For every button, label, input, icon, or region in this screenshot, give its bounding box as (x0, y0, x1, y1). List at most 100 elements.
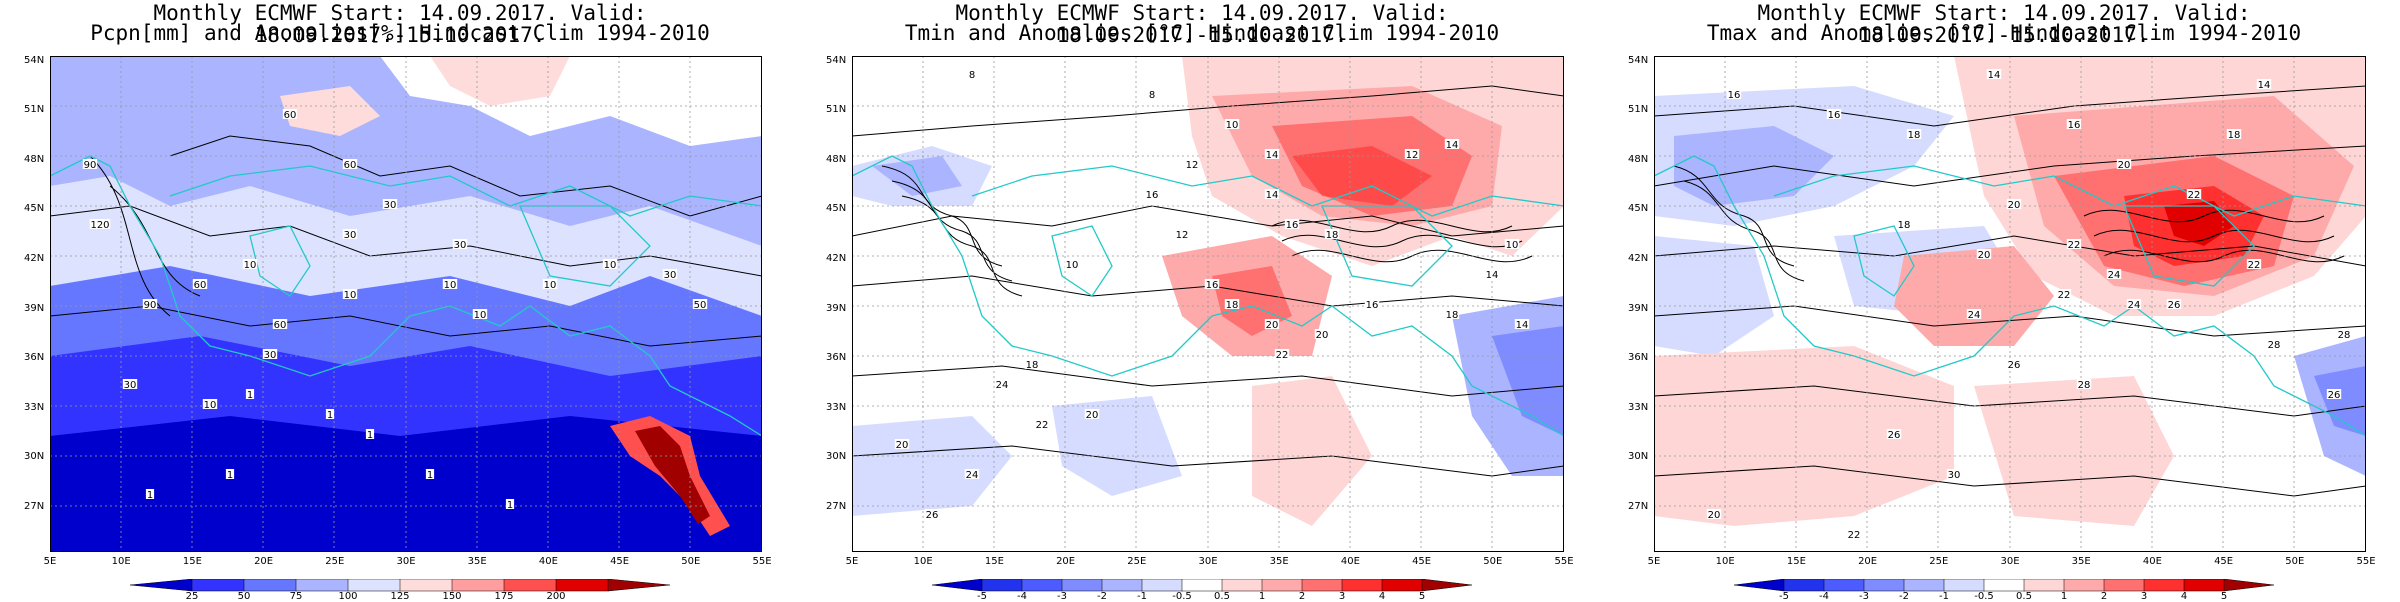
contour-label-bg (142, 299, 158, 309)
contour-label: 22 (2248, 260, 2261, 271)
colorbar-tick-label: -1 (1137, 591, 1147, 602)
latitude-label: 45N (24, 203, 45, 215)
colorbar-swatch (243, 579, 297, 592)
contour-label: 22 (1848, 530, 1861, 541)
contour-label-bg (2066, 119, 2082, 129)
colorbar-tick-label: 100 (338, 591, 358, 602)
latitude-label: 33N (826, 401, 847, 413)
contour-label-bg (282, 109, 298, 119)
contour-label: 16 (2068, 120, 2081, 131)
latitude-label: 54N (24, 54, 45, 66)
contour-label-bg (1324, 229, 1340, 239)
contour-labels: 14 16 16 18 14 16 18 20 22 20 18 20 22 24 26 22 24 28 22 24… (1706, 69, 2352, 541)
colorbar-swatch (1141, 579, 1183, 592)
longitude-label: 5E (845, 556, 859, 567)
contour-label-bg (894, 439, 910, 449)
longitude-label: 45E (610, 556, 630, 567)
contour-label-bg (1024, 359, 1040, 369)
latitude-label: 33N (24, 401, 45, 413)
colorbar-tick-label: 5 (2220, 591, 2228, 602)
longitude-label: 45E (1412, 556, 1432, 567)
contour-label: 24 (2108, 270, 2121, 281)
contour-label-bg (1084, 409, 1100, 419)
longitude-label: 10E (111, 556, 131, 567)
colorbar-tick-label: 150 (442, 591, 462, 602)
contour-label: 20 (1266, 320, 1279, 331)
colorbar-tick-label: 3 (2140, 591, 2148, 602)
longitude-label: 10E (1715, 556, 1735, 567)
colorbar-swatch (1181, 579, 1223, 592)
longitude-label: 35E (2071, 556, 2091, 567)
contour-label-bg (2106, 269, 2122, 279)
colorbar-tick-label: -1 (1939, 591, 1949, 602)
contour-label: 20 (2118, 160, 2131, 171)
colorbar-tick-label: 5 (1418, 591, 1426, 602)
contour-label: 90 (144, 300, 157, 311)
contour-label: 30 (1948, 470, 1961, 481)
longitude-label: 40E (538, 556, 558, 567)
colorbar-swatch (1261, 579, 1303, 592)
contour-label: 24 (996, 380, 1009, 391)
contour-label-bg (225, 469, 235, 479)
contour-label-bg (505, 499, 515, 509)
contour-label: 10 (474, 310, 487, 321)
panel-title-line1: Monthly ECMWF Start: 14.09.2017. Valid: … (955, 1, 1449, 47)
contour-label-bg (1946, 469, 1962, 479)
colorbar-tick-label: -2 (1899, 591, 1909, 602)
longitude-label: 20E (1858, 556, 1878, 567)
map-tmin: 8 8 10 12 14 12 14 16 14 16 18 12 10 16 18 20 22 20 16 18 24… (852, 56, 1564, 552)
longitude-label: 55E (2356, 556, 2376, 567)
contour-label: 30 (264, 350, 277, 361)
colorbar-tick-label: 2 (2100, 591, 2108, 602)
contour-label-bg (1224, 119, 1240, 129)
contour-label: 26 (2008, 360, 2021, 371)
contour-label-bg (472, 309, 488, 319)
longitude-label: 30E (396, 556, 416, 567)
contour-label-bg (122, 379, 138, 389)
colorbar-tick-label: 1 (2060, 591, 2068, 602)
colorbar-swatch (1734, 579, 1785, 592)
contour-label-bg (1504, 239, 1520, 249)
contour-label: 26 (2328, 390, 2341, 401)
latitude-label: 30N (826, 451, 847, 463)
colorbar-swatch (981, 579, 1023, 592)
colorbar-swatch (295, 579, 349, 592)
contour-label-bg (1204, 279, 1220, 289)
contour-labels: 8 8 10 12 14 12 14 16 14 16 18 12 10 16 18 20 22 20 16 18 24… (894, 69, 1530, 521)
contour-label-bg (964, 469, 980, 479)
contour-label: 10 (604, 260, 617, 271)
colorbar-swatch (1061, 579, 1103, 592)
colorbar-swatch (1221, 579, 1263, 592)
contour-label: 26 (1888, 430, 1901, 441)
contour-label: 18 (1898, 220, 1911, 231)
latitude-label: 27N (826, 500, 847, 512)
contour-label: 26 (2168, 300, 2181, 311)
contour-label: 14 (1446, 140, 1459, 151)
latitude-label: 33N (1628, 401, 1649, 413)
contour-label-bg (2066, 239, 2082, 249)
longitude-label: 50E (2285, 556, 2305, 567)
latitude-label: 54N (1628, 54, 1649, 66)
colorbar-tick-label: 3 (1338, 591, 1346, 602)
contour-label-bg (1404, 149, 1420, 159)
latitude-label: 30N (24, 451, 45, 463)
latitude-label: 54N (826, 54, 847, 66)
contour-label-bg (1264, 319, 1280, 329)
contour-label-bg (245, 389, 255, 399)
contour-label: 16 (1728, 90, 1741, 101)
latitude-label: 42N (826, 252, 847, 264)
colorbar-swatch (191, 579, 245, 592)
colorbar-swatch (399, 579, 453, 592)
colorbar-tick-label: 0.5 (2016, 591, 2032, 602)
contour-label: 16 (1828, 110, 1841, 121)
contour-label: 10 (444, 280, 457, 291)
latitude-label: 39N (1628, 302, 1649, 314)
colorbar-swatch (1381, 579, 1423, 592)
longitude-label: 50E (681, 556, 701, 567)
longitude-label: 15E (182, 556, 202, 567)
contour-label: 10 (204, 400, 217, 411)
latitude-label: 36N (826, 352, 847, 364)
contour-label: 16 (1286, 220, 1299, 231)
contour-label-bg (272, 319, 288, 329)
contour-label: 1 (327, 410, 333, 421)
